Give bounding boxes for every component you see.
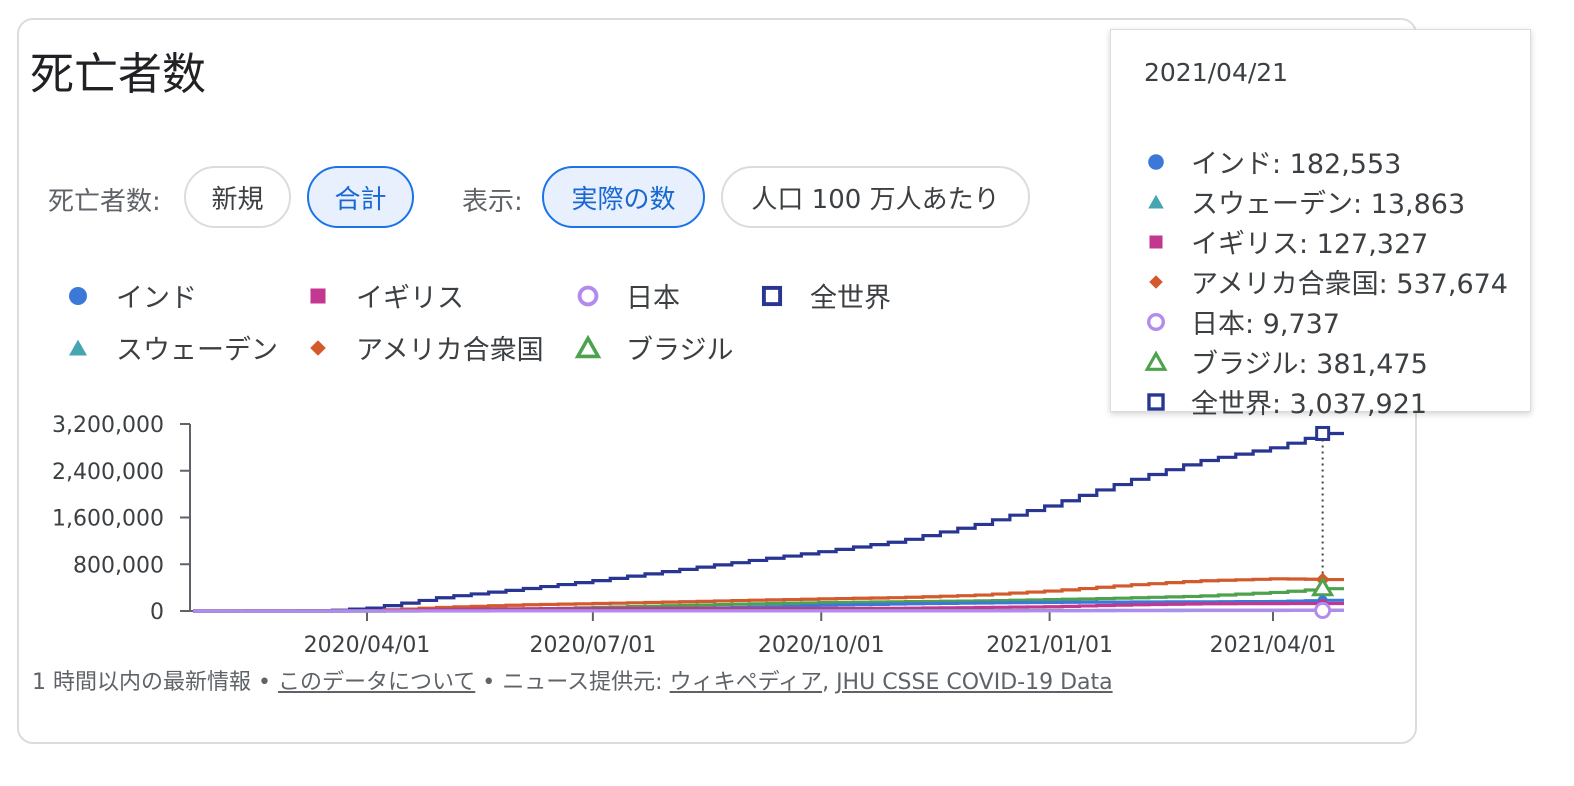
footer-sep: , [822,670,837,695]
y-tick-label: 3,200,000 [52,413,164,438]
legend-label: 日本 [626,283,680,314]
tooltip-value: インド: 182,553 [1191,149,1402,180]
tooltip-value: スウェーデン: 13,863 [1191,189,1466,220]
tooltip-row: 日本: 9,737 [1143,302,1340,341]
tooltip-value: ブラジル: 381,475 [1191,349,1428,380]
legend-marker-icon [572,280,604,312]
tooltip-marker-icon [1143,149,1169,175]
y-tick-label: 0 [150,600,164,625]
series-line [193,608,1344,613]
source-wikipedia-link[interactable]: ウィキペディア [669,670,823,695]
tooltip-marker-icon [1143,229,1169,255]
series-marker [1310,576,1335,597]
source-jhu-link[interactable]: JHU CSSE COVID-19 Data [836,670,1113,695]
x-tick-label: 2020/04/01 [304,633,431,658]
legend-label: イギリス [356,283,464,314]
footer: 1 時間以内の最新情報 • このデータについて • ニュース提供元: ウィキペデ… [32,664,1113,696]
legend-item[interactable]: インド [62,276,197,315]
legend-item[interactable]: 全世界 [756,276,891,315]
legend-marker-icon [62,280,94,312]
tooltip-value: 全世界: 3,037,921 [1191,389,1428,420]
legend-item[interactable]: スウェーデン [62,328,278,367]
legend-marker-icon [62,332,94,364]
series-marker [1314,601,1332,619]
tooltip-row: スウェーデン: 13,863 [1143,182,1465,221]
tooltip-row: インド: 182,553 [1143,142,1401,181]
metric-label: 死亡者数: [48,187,161,217]
display-actual-chip[interactable]: 実際の数 [542,166,705,228]
metric-new-chip[interactable]: 新規 [184,166,291,228]
tooltip-value: イギリス: 127,327 [1191,229,1429,260]
legend-item[interactable]: アメリカ合衆国 [302,328,544,367]
x-tick-label: 2020/07/01 [529,633,656,658]
about-data-link[interactable]: このデータについて [277,670,476,695]
y-tick-label: 800,000 [73,553,164,578]
tooltip-marker-icon [1143,349,1169,375]
tooltip-marker-icon [1143,389,1169,415]
tooltip-value: アメリカ合衆国: 537,674 [1191,269,1508,300]
metric-total-chip[interactable]: 合計 [307,166,414,228]
y-tick-label: 1,600,000 [52,507,164,532]
tooltip-marker-icon [1143,189,1169,215]
legend-label: ブラジル [626,335,734,366]
legend-marker-icon [302,332,334,364]
tooltip-row: ブラジル: 381,475 [1143,342,1428,381]
series-line [193,431,1344,613]
display-per-million-chip[interactable]: 人口 100 万人あたり [721,166,1030,228]
tooltip-marker-icon [1143,269,1169,295]
footer-prefix: 1 時間以内の最新情報 • [32,670,278,695]
tooltip-row: 全世界: 3,037,921 [1143,382,1427,421]
tooltip-row: アメリカ合衆国: 537,674 [1143,262,1508,301]
series-marker [1315,425,1331,441]
x-tick-label: 2021/04/01 [1210,633,1337,658]
tooltip-marker-icon [1143,309,1169,335]
legend-item[interactable]: 日本 [572,276,680,315]
x-tick-label: 2020/10/01 [758,633,885,658]
legend-label: インド [116,283,197,314]
legend-marker-icon [756,280,788,312]
tooltip-value: 日本: 9,737 [1191,309,1340,340]
legend-marker-icon [302,280,334,312]
display-label: 表示: [462,187,523,217]
tooltip-row: イギリス: 127,327 [1143,222,1428,261]
legend-item[interactable]: イギリス [302,276,464,315]
footer-middle: • ニュース提供元: [475,670,670,695]
x-tick-label: 2021/01/01 [986,633,1113,658]
legend-label: アメリカ合衆国 [356,335,544,366]
page-title: 死亡者数 [30,49,206,100]
legend-label: スウェーデン [116,335,278,366]
legend-item[interactable]: ブラジル [572,328,733,367]
legend-marker-icon [572,332,604,364]
legend-label: 全世界 [810,283,891,314]
y-tick-label: 2,400,000 [52,460,164,485]
tooltip-date: 2021/04/21 [1144,58,1289,87]
chart-tooltip: 2021/04/21 インド: 182,553 スウェーデン: 13,863 イギリ… [1110,29,1531,420]
